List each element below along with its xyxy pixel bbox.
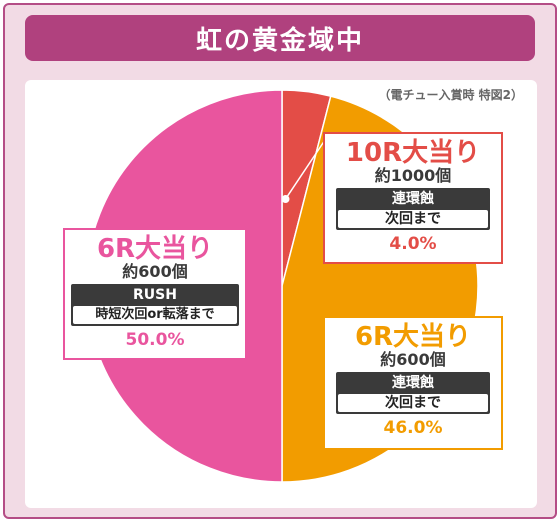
slice-label-6r-pink-tag-sub: 時短次回or転落まで: [73, 306, 237, 324]
slice-label-10r-tag-sub: 次回まで: [338, 210, 488, 228]
slice-label-6r-orange: 6R大当り 約600個 連環蝕 次回まで 46.0%: [323, 316, 503, 450]
slice-label-6r-pink: 6R大当り 約600個 RUSH 時短次回or転落まで 50.0%: [63, 228, 247, 360]
slice-label-6r-pink-tag: RUSH 時短次回or転落まで: [71, 284, 239, 326]
slice-label-6r-orange-percent: 46.0%: [383, 418, 443, 438]
slice-label-10r-tag-text: 連環蝕: [392, 191, 434, 207]
slice-label-10r-percent: 4.0%: [389, 234, 437, 254]
page-title: 虹の黄金域中: [25, 15, 535, 61]
slice-label-10r-title: 10R大当り: [345, 138, 481, 168]
slice-label-6r-pink-title: 6R大当り: [96, 234, 214, 264]
chart-note: （電チュー入賞時 特図2）: [378, 88, 523, 102]
slice-label-10r-sub: 約1000個: [374, 166, 452, 185]
slice-label-6r-pink-percent: 50.0%: [125, 330, 185, 350]
slice-label-10r-tag: 連環蝕 次回まで: [336, 188, 490, 230]
slice-label-6r-orange-tag: 連環蝕 次回まで: [336, 372, 490, 414]
chart-frame: 虹の黄金域中 （電チュー入賞時 特図2） 10R大当り 約1000個 連環蝕 次…: [3, 3, 557, 519]
callout-dot-10r: [281, 195, 290, 204]
slice-label-6r-pink-sub: 約600個: [122, 262, 188, 281]
callout-line-10r: [284, 139, 326, 200]
slice-label-6r-orange-sub: 約600個: [380, 350, 446, 369]
slice-label-6r-orange-title: 6R大当り: [354, 322, 472, 352]
slice-label-6r-pink-tag-text: RUSH: [133, 287, 177, 303]
chart-panel: （電チュー入賞時 特図2） 10R大当り 約1000個 連環蝕 次回まで 4.0…: [25, 80, 537, 508]
slice-label-6r-orange-tag-sub: 次回まで: [338, 394, 488, 412]
slice-label-10r: 10R大当り 約1000個 連環蝕 次回まで 4.0%: [323, 132, 503, 264]
slice-label-6r-orange-tag-text: 連環蝕: [392, 375, 434, 391]
